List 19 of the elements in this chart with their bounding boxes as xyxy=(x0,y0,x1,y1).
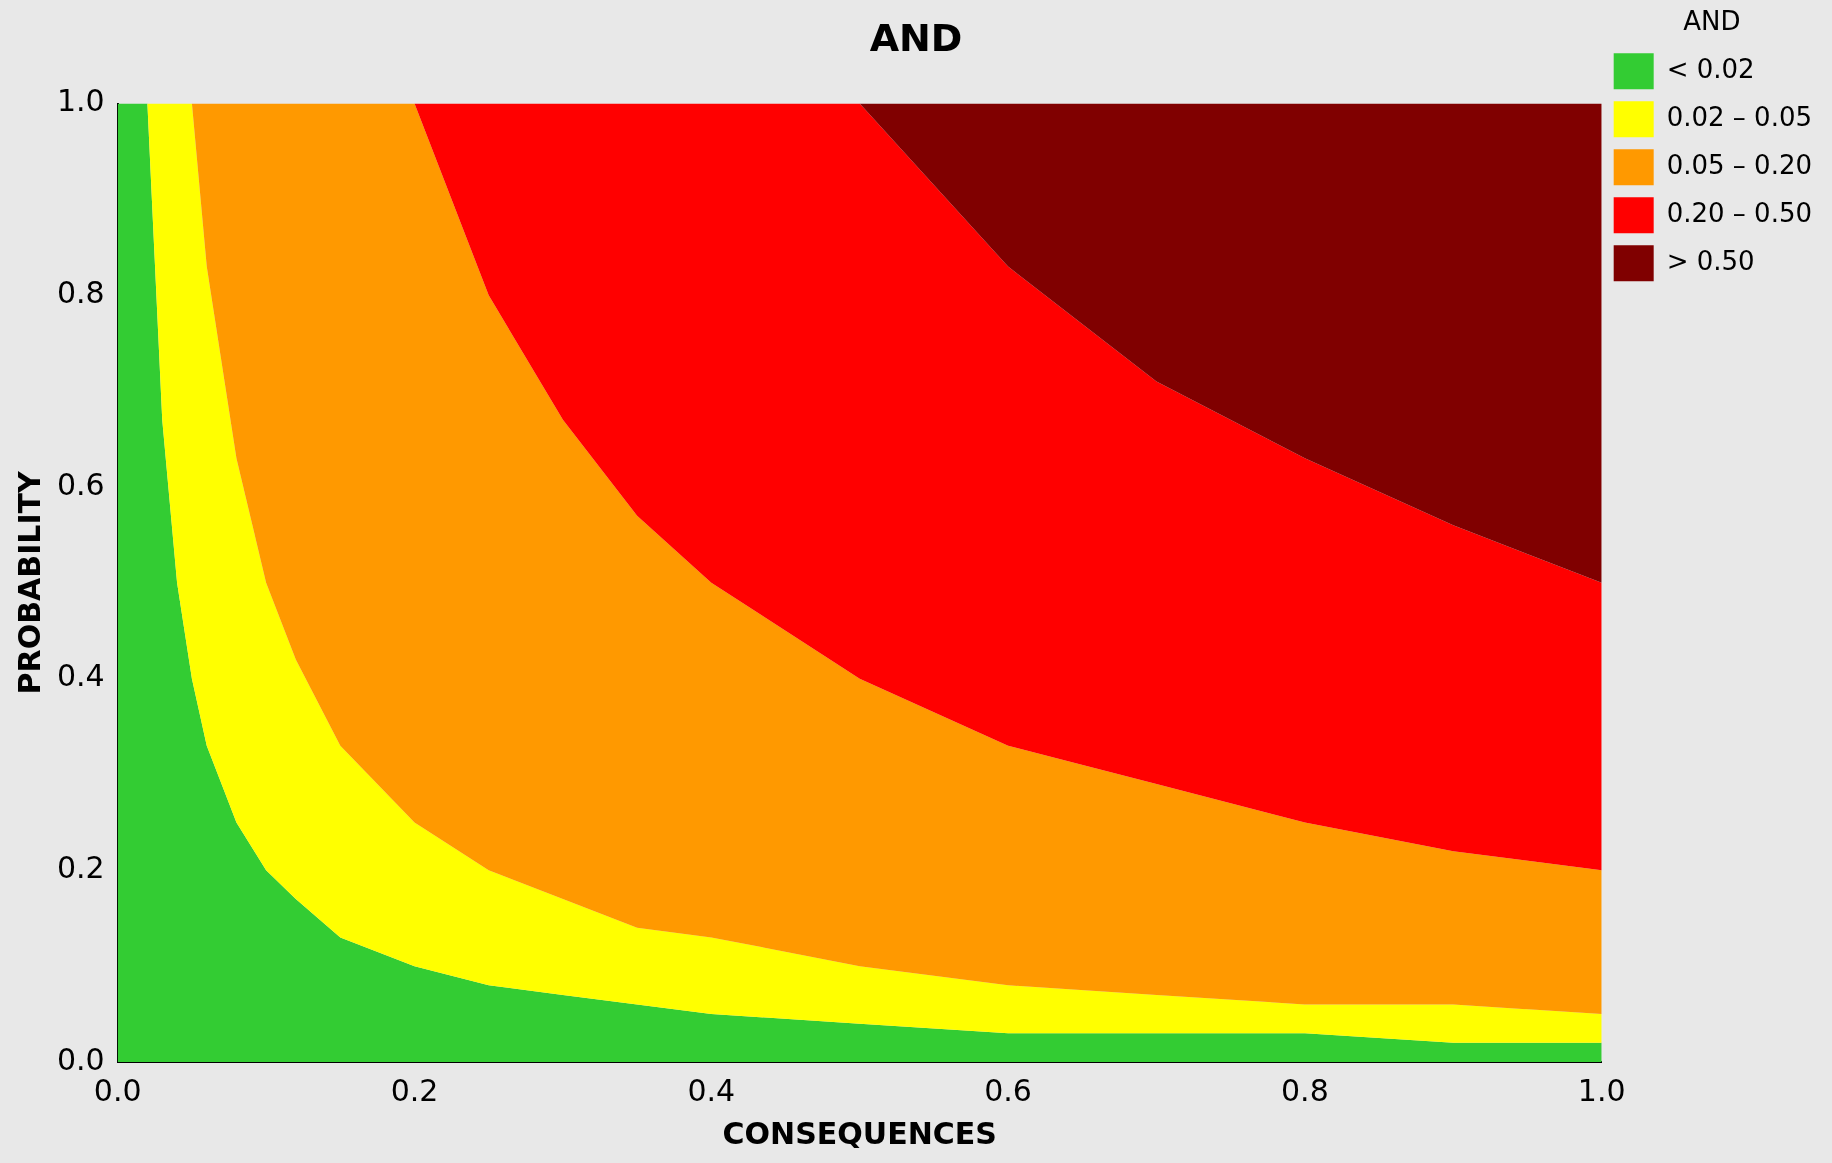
x-tick-label: 1.0 xyxy=(1577,1072,1626,1108)
legend-label: 0.02 – 0.05 xyxy=(1666,101,1812,132)
x-tick-label: 0.2 xyxy=(390,1072,439,1108)
legend-label: 0.05 – 0.20 xyxy=(1666,149,1812,180)
x-tick-label: 0.8 xyxy=(1281,1072,1329,1108)
x-tick-label: 0.6 xyxy=(984,1072,1032,1108)
legend-label: > 0.50 xyxy=(1666,245,1755,276)
legend-title: AND xyxy=(1683,5,1741,36)
y-tick-label: 0.2 xyxy=(56,850,105,886)
legend-label: < 0.02 xyxy=(1666,53,1755,84)
chart-title: AND xyxy=(869,15,963,60)
y-tick-label: 0.4 xyxy=(56,658,105,694)
x-axis-title: CONSEQUENCES xyxy=(722,1115,997,1151)
y-tick-label: 0.8 xyxy=(56,275,105,311)
y-tick-label: 0.6 xyxy=(56,466,105,502)
legend-label: 0.20 – 0.50 xyxy=(1666,197,1812,228)
y-tick-label: 1.0 xyxy=(56,83,105,119)
x-tick-label: 0.4 xyxy=(687,1072,736,1108)
y-axis-title: PROBABILITY xyxy=(11,469,47,695)
